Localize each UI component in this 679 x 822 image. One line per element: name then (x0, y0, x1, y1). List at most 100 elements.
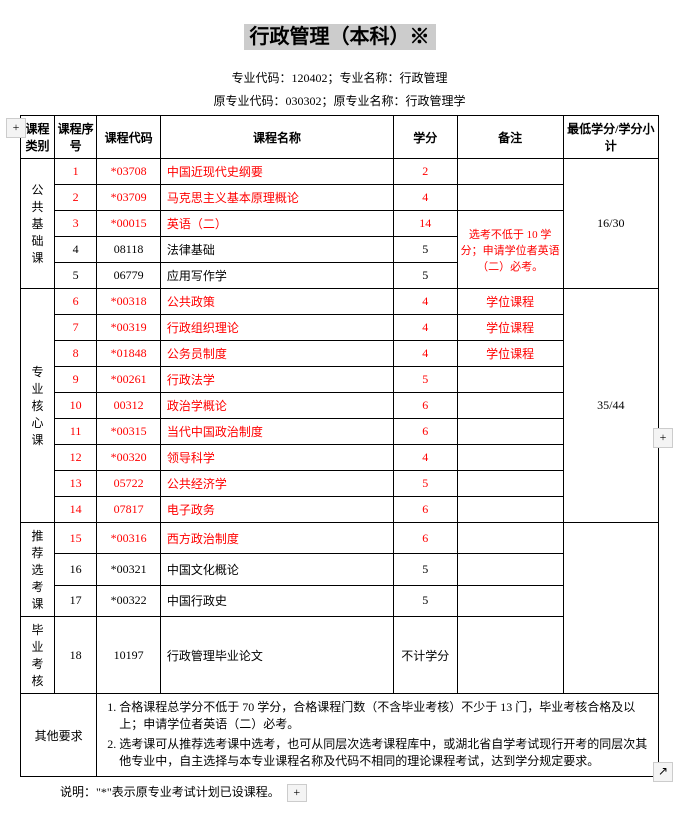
add-left-icon[interactable]: + (6, 118, 26, 138)
table-row: 推荐选考课15*00316西方政治制度6 (21, 523, 659, 554)
other-req-item: 选考课可从推荐选考课中选考，也可从同层次选考课程库中，或湖北省自学考试现行开考的… (119, 735, 656, 769)
seq-cell: 4 (54, 237, 96, 263)
table-row: 9*00261行政法学5 (21, 367, 659, 393)
credit-cell: 6 (394, 523, 458, 554)
seq-cell: 16 (54, 554, 96, 585)
credit-cell: 5 (394, 554, 458, 585)
credit-cell: 5 (394, 263, 458, 289)
name-cell: 应用写作学 (160, 263, 393, 289)
seq-cell: 9 (54, 367, 96, 393)
seq-cell: 14 (54, 497, 96, 523)
seq-cell: 10 (54, 393, 96, 419)
seq-cell: 3 (54, 211, 96, 237)
resize-icon[interactable]: ↗ (653, 762, 673, 782)
table-header-row: 课程类别 课程序号 课程代码 课程名称 学分 备注 最低学分/学分小计 (21, 116, 659, 159)
name-cell: 领导科学 (160, 445, 393, 471)
name-cell: 公务员制度 (160, 341, 393, 367)
table-row: 1305722公共经济学5 (21, 471, 659, 497)
code-cell: 05722 (97, 471, 161, 497)
credit-cell: 5 (394, 471, 458, 497)
code-cell: 06779 (97, 263, 161, 289)
name-cell: 行政组织理论 (160, 315, 393, 341)
add-right-icon[interactable]: + (653, 428, 673, 448)
name-cell: 中国近现代史纲要 (160, 159, 393, 185)
code-cell: *00322 (97, 585, 161, 616)
remark-cell: 学位课程 (457, 315, 563, 341)
sum-cell (563, 523, 658, 694)
table-row: 专业核心课6*00318公共政策4学位课程35/44 (21, 289, 659, 315)
code-cell: 00312 (97, 393, 161, 419)
remark-cell (457, 617, 563, 694)
remark-cell (457, 445, 563, 471)
name-cell: 公共经济学 (160, 471, 393, 497)
remark-cell: 学位课程 (457, 341, 563, 367)
remark-cell (457, 419, 563, 445)
name-cell: 当代中国政治制度 (160, 419, 393, 445)
credit-cell: 4 (394, 445, 458, 471)
table-row: 公共基础课1*03708中国近现代史纲要216/30 (21, 159, 659, 185)
code-cell: *03709 (97, 185, 161, 211)
name-cell: 西方政治制度 (160, 523, 393, 554)
sum-cell: 35/44 (563, 289, 658, 523)
seq-cell: 5 (54, 263, 96, 289)
major-info-line1: 专业代码：120402；专业名称：行政管理 (20, 69, 659, 86)
seq-cell: 8 (54, 341, 96, 367)
seq-cell: 12 (54, 445, 96, 471)
table-row: 17*00322中国行政史5 (21, 585, 659, 616)
name-cell: 公共政策 (160, 289, 393, 315)
th-name: 课程名称 (160, 116, 393, 159)
credit-cell: 4 (394, 185, 458, 211)
code-cell: *00316 (97, 523, 161, 554)
remark-cell (457, 367, 563, 393)
table-row: 1407817电子政务6 (21, 497, 659, 523)
name-cell: 行政管理毕业论文 (160, 617, 393, 694)
seq-cell: 1 (54, 159, 96, 185)
remark-cell: 学位课程 (457, 289, 563, 315)
remark-cell (457, 393, 563, 419)
remark-cell (457, 585, 563, 616)
footnote-row: 说明："*"表示原专业考试计划已设课程。 + (20, 783, 659, 802)
code-cell: *00318 (97, 289, 161, 315)
title-text: 行政管理（本科）※ (244, 24, 436, 50)
credit-cell: 4 (394, 341, 458, 367)
seq-cell: 2 (54, 185, 96, 211)
sum-cell: 16/30 (563, 159, 658, 289)
seq-cell: 17 (54, 585, 96, 616)
credit-cell: 5 (394, 585, 458, 616)
code-cell: 10197 (97, 617, 161, 694)
credit-cell: 2 (394, 159, 458, 185)
code-cell: 08118 (97, 237, 161, 263)
code-cell: *01848 (97, 341, 161, 367)
other-req-item: 合格课程总学分不低于 70 学分，合格课程门数（不含毕业考核）不少于 13 门，… (119, 698, 656, 732)
plus-glyph: + (13, 120, 20, 134)
credit-cell: 不计学分 (394, 617, 458, 694)
table-row: 3*00015英语（二）14选考不低于 10 学分；申请学位者英语（二）必考。 (21, 211, 659, 237)
credit-cell: 14 (394, 211, 458, 237)
name-cell: 中国行政史 (160, 585, 393, 616)
credit-cell: 6 (394, 419, 458, 445)
other-req-label: 其他要求 (21, 694, 97, 777)
remark-cell (457, 554, 563, 585)
remark-cell (457, 185, 563, 211)
seq-cell: 18 (54, 617, 96, 694)
th-sum: 最低学分/学分小计 (563, 116, 658, 159)
credit-cell: 6 (394, 497, 458, 523)
major-info-line2: 原专业代码：030302；原专业名称：行政管理学 (20, 92, 659, 109)
code-cell: *00015 (97, 211, 161, 237)
code-cell: *00321 (97, 554, 161, 585)
category-cell: 公共基础课 (21, 159, 55, 289)
remark-cell (457, 471, 563, 497)
table-row: 11*00315当代中国政治制度6 (21, 419, 659, 445)
plus-glyph: + (293, 785, 300, 799)
category-cell: 专业核心课 (21, 289, 55, 523)
credit-cell: 4 (394, 289, 458, 315)
footnote-text: 说明："*"表示原专业考试计划已设课程。 (60, 785, 280, 799)
name-cell: 马克思主义基本原理概论 (160, 185, 393, 211)
code-cell: *03708 (97, 159, 161, 185)
name-cell: 英语（二） (160, 211, 393, 237)
add-bottom-icon[interactable]: + (287, 784, 307, 802)
table-row: 12*00320领导科学4 (21, 445, 659, 471)
name-cell: 电子政务 (160, 497, 393, 523)
code-cell: *00319 (97, 315, 161, 341)
code-cell: 07817 (97, 497, 161, 523)
